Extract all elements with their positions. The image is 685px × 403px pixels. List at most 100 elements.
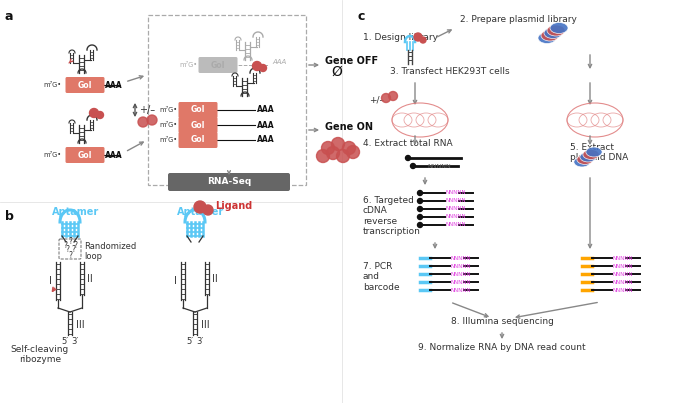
Text: ?: ? [65, 245, 69, 255]
Circle shape [388, 91, 397, 100]
Text: Gene OFF: Gene OFF [325, 56, 378, 66]
FancyBboxPatch shape [66, 147, 105, 163]
Text: +/–: +/– [369, 96, 384, 104]
FancyBboxPatch shape [199, 57, 238, 73]
Ellipse shape [586, 147, 602, 157]
Text: GoI: GoI [190, 120, 205, 129]
Ellipse shape [550, 23, 568, 33]
Text: NNNNN: NNNNN [613, 280, 634, 285]
Circle shape [347, 145, 360, 158]
Text: 1. Design library: 1. Design library [363, 33, 438, 42]
FancyBboxPatch shape [179, 132, 218, 148]
Text: NNNNN: NNNNN [613, 256, 634, 260]
Text: NNNNN: NNNNN [613, 272, 634, 276]
Text: m⁷G•: m⁷G• [160, 137, 178, 143]
Text: AAA: AAA [272, 59, 286, 65]
Circle shape [332, 137, 345, 150]
Ellipse shape [580, 152, 596, 162]
Text: AAA: AAA [257, 106, 275, 114]
Text: II: II [212, 274, 218, 283]
Text: NNNNN: NNNNN [446, 222, 466, 228]
Text: ?: ? [68, 251, 72, 260]
Text: NNNNN: NNNNN [451, 287, 472, 293]
Circle shape [417, 206, 423, 212]
FancyBboxPatch shape [168, 173, 290, 191]
Text: a: a [5, 10, 14, 23]
Circle shape [420, 37, 426, 43]
Circle shape [194, 201, 206, 213]
Text: NNNNN: NNNNN [446, 199, 466, 204]
Circle shape [410, 164, 416, 168]
Circle shape [138, 117, 148, 127]
Text: NNNNN: NNNNN [451, 264, 472, 268]
Text: 3. Transfect HEK293T cells: 3. Transfect HEK293T cells [390, 67, 510, 77]
Text: NNNNN: NNNNN [613, 287, 634, 293]
Text: ?: ? [63, 241, 67, 249]
Text: NNNNN: NNNNN [613, 264, 634, 268]
Text: III: III [201, 320, 210, 330]
Circle shape [417, 199, 423, 204]
Text: 3′: 3′ [197, 337, 203, 346]
Text: NNNNN: NNNNN [446, 191, 466, 195]
Circle shape [327, 147, 340, 160]
Text: GoI: GoI [78, 81, 92, 89]
Text: b: b [5, 210, 14, 223]
Text: Aptamer: Aptamer [177, 207, 224, 217]
Text: Self-cleaving
ribozyme: Self-cleaving ribozyme [11, 345, 69, 364]
Text: GoI: GoI [78, 150, 92, 160]
Circle shape [417, 222, 423, 228]
Circle shape [90, 108, 99, 118]
Text: AAA: AAA [105, 150, 123, 160]
FancyBboxPatch shape [179, 117, 218, 133]
Circle shape [260, 64, 266, 71]
Text: NNNNN: NNNNN [427, 164, 451, 168]
Ellipse shape [538, 33, 556, 44]
Text: 7. PCR
and
barcode: 7. PCR and barcode [363, 262, 399, 292]
Ellipse shape [574, 157, 590, 167]
Circle shape [417, 214, 423, 220]
Text: Gene ON: Gene ON [325, 122, 373, 132]
Text: NNNNN: NNNNN [451, 272, 472, 276]
Circle shape [203, 205, 213, 215]
Text: ?: ? [71, 245, 75, 255]
Text: +/–: +/– [139, 105, 155, 115]
Ellipse shape [544, 27, 562, 39]
Circle shape [342, 141, 356, 154]
Ellipse shape [541, 30, 559, 41]
Circle shape [147, 115, 157, 125]
Text: RNA-Seq: RNA-Seq [207, 177, 251, 187]
Text: 5′: 5′ [62, 337, 68, 346]
Text: AAA: AAA [105, 81, 123, 89]
Text: GoI: GoI [190, 106, 205, 114]
Text: Randomized
loop: Randomized loop [84, 242, 136, 262]
Text: GoI: GoI [190, 135, 205, 145]
Text: Ø: Ø [331, 65, 342, 79]
Text: AAA: AAA [257, 120, 275, 129]
Text: 4. Extract total RNA: 4. Extract total RNA [363, 139, 453, 147]
FancyBboxPatch shape [179, 102, 218, 118]
Text: Aptamer: Aptamer [52, 207, 99, 217]
Circle shape [382, 93, 390, 102]
Text: 3′: 3′ [71, 337, 79, 346]
Text: m⁷G•: m⁷G• [160, 107, 178, 113]
Circle shape [406, 156, 410, 160]
Text: m⁷G•: m⁷G• [180, 62, 198, 68]
Text: GoI: GoI [211, 60, 225, 69]
Text: Ligand: Ligand [215, 201, 252, 211]
FancyBboxPatch shape [66, 77, 105, 93]
Text: AAA: AAA [257, 135, 275, 145]
Circle shape [417, 191, 423, 195]
Text: 5. Extract
plasmid DNA: 5. Extract plasmid DNA [570, 143, 628, 162]
Text: I: I [173, 276, 177, 286]
Text: ?: ? [73, 241, 77, 249]
Text: m⁷G•: m⁷G• [44, 152, 62, 158]
Text: 6. Targeted
cDNA
reverse
transcription: 6. Targeted cDNA reverse transcription [363, 196, 421, 236]
Ellipse shape [577, 154, 593, 164]
Circle shape [97, 112, 103, 118]
Circle shape [414, 33, 422, 41]
Text: I: I [49, 276, 51, 286]
Text: 5′: 5′ [186, 337, 194, 346]
Text: m⁷G•: m⁷G• [160, 122, 178, 128]
Ellipse shape [583, 150, 599, 160]
Circle shape [321, 141, 334, 154]
